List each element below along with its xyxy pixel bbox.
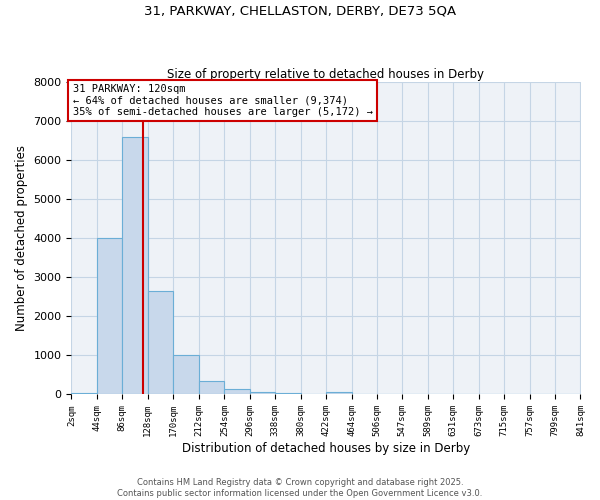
Bar <box>122 137 148 394</box>
Bar <box>71 392 97 394</box>
Bar <box>148 291 173 395</box>
Bar <box>275 392 301 394</box>
Y-axis label: Number of detached properties: Number of detached properties <box>15 146 28 332</box>
Title: Size of property relative to detached houses in Derby: Size of property relative to detached ho… <box>167 68 484 81</box>
Text: Contains HM Land Registry data © Crown copyright and database right 2025.
Contai: Contains HM Land Registry data © Crown c… <box>118 478 482 498</box>
Bar <box>326 392 352 394</box>
Bar <box>97 238 122 394</box>
Bar <box>173 356 199 395</box>
Bar <box>199 381 224 394</box>
X-axis label: Distribution of detached houses by size in Derby: Distribution of detached houses by size … <box>182 442 470 455</box>
Bar <box>250 392 275 394</box>
Text: 31 PARKWAY: 120sqm
← 64% of detached houses are smaller (9,374)
35% of semi-deta: 31 PARKWAY: 120sqm ← 64% of detached hou… <box>73 84 373 117</box>
Bar <box>224 390 250 394</box>
Text: 31, PARKWAY, CHELLASTON, DERBY, DE73 5QA: 31, PARKWAY, CHELLASTON, DERBY, DE73 5QA <box>144 5 456 18</box>
